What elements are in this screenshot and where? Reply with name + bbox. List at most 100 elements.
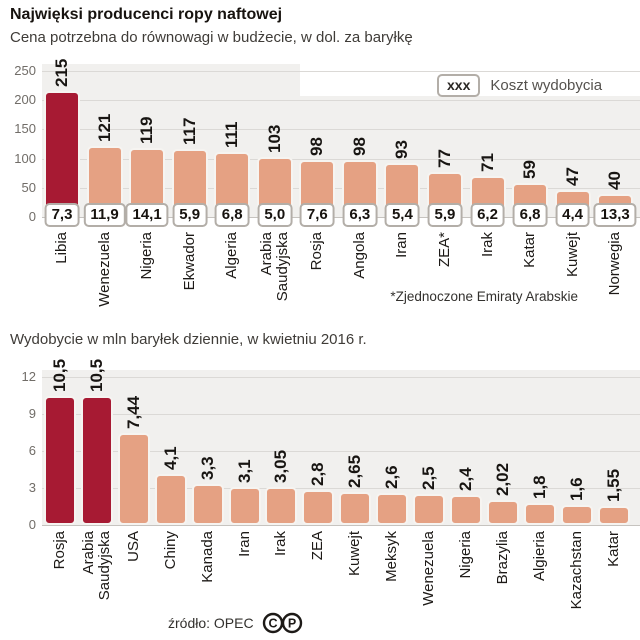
extraction-cost-box: 6,8 <box>512 203 548 227</box>
category-label-text: Norwegia <box>606 232 624 296</box>
svg-text:P: P <box>287 616 295 630</box>
page-title: Najwięksi producenci ropy naftowej <box>10 6 283 23</box>
category-label: Algeria <box>214 232 250 320</box>
bar <box>339 492 372 525</box>
bar-value-label: 40 <box>605 170 625 190</box>
category-label-text: Algeria <box>223 232 241 279</box>
y-tick-label: 6 <box>28 443 36 458</box>
source-label: źródło: OPEC <box>168 615 254 631</box>
bar-value-label: 3,1 <box>234 459 254 483</box>
extraction-cost-box: 13,3 <box>593 203 637 227</box>
category-label-text: Irak <box>272 531 290 557</box>
bar-value-label: 119 <box>137 116 157 144</box>
bar-value-label: 1,6 <box>566 477 586 502</box>
extraction-cost-box: 6,2 <box>470 203 505 227</box>
category-label: ZEA* <box>427 232 463 320</box>
y-tick-label: 0 <box>28 209 36 224</box>
bar <box>560 505 593 525</box>
legend-swatch-box: xxx <box>437 74 481 97</box>
bar <box>117 433 150 525</box>
bar-value-label: 117 <box>179 117 199 145</box>
y-tick-label: 100 <box>14 150 36 166</box>
category-label: Algieria <box>522 531 558 629</box>
category-label-text: Kazachstan <box>567 531 585 610</box>
category-label: Arabia Saudyjska <box>257 232 293 320</box>
y-tick-label: 50 <box>21 179 36 195</box>
category-label-text: Wenezuela <box>420 531 437 606</box>
bar <box>265 487 298 525</box>
copyright-icon: C P <box>262 612 302 634</box>
category-label: Kuwejt <box>337 531 373 629</box>
bar-value-label: 103 <box>264 124 284 153</box>
bar-value-label: 10,5 <box>50 358 69 392</box>
category-label: Wenezuela <box>411 531 447 629</box>
extraction-cost-box: 11,9 <box>83 203 126 227</box>
bar-value-label: 2,4 <box>455 467 475 492</box>
bar-value-label: 71 <box>477 152 497 172</box>
bar <box>44 91 80 217</box>
budget-breakeven-chart: 0 50 100 150 200 250 215 7,3 Libia 121 11,9 Wenezue… <box>14 59 640 320</box>
category-label-text: Libia <box>53 232 70 264</box>
category-label: Iran <box>384 232 420 320</box>
gridline <box>42 217 640 218</box>
category-label-text: Brazylia <box>493 531 511 585</box>
category-label: Meksyk <box>374 531 410 629</box>
bar <box>597 505 630 525</box>
bar-value-label: 59 <box>520 159 540 179</box>
bar <box>486 500 519 525</box>
y-tick-label: 12 <box>21 369 36 384</box>
category-label: USA <box>116 531 152 629</box>
category-label: Nigeria <box>129 232 165 320</box>
category-label-text: USA <box>124 531 142 562</box>
category-label: Rosja <box>299 232 335 320</box>
bar <box>228 486 261 525</box>
category-label-text: Arabia Saudyjska <box>79 531 113 601</box>
category-label: Kazachstan <box>559 531 595 629</box>
bar <box>191 484 224 525</box>
bar-value-label: 7,44 <box>123 396 143 430</box>
y-tick-label: 9 <box>28 406 36 421</box>
category-label-text: Chiny <box>161 531 179 570</box>
bar <box>376 492 409 525</box>
category-label-text: Katar <box>604 531 622 567</box>
category-label: Rosja <box>42 531 78 629</box>
bar-value-label: 3,3 <box>197 456 217 481</box>
gridline <box>42 187 640 189</box>
category-label-text: Iran <box>235 531 253 557</box>
gridline <box>42 525 640 526</box>
category-label: Irak <box>470 232 506 320</box>
category-label-text: Arabia Saudyjska <box>257 232 291 302</box>
extraction-cost-box: 5,0 <box>257 203 293 227</box>
category-label: Nigeria <box>448 531 484 629</box>
category-label-text: Wenezuela <box>95 232 113 307</box>
category-label-text: Kuwejt <box>563 232 581 278</box>
category-label-text: Katar <box>521 232 539 268</box>
bar-value-label: 111 <box>222 121 242 149</box>
category-label: ZEA <box>300 531 336 629</box>
extraction-cost-box: 7,3 <box>44 203 80 227</box>
category-label: Libia <box>44 232 80 320</box>
category-label-text: Irak <box>478 232 496 258</box>
category-label-text: ZEA <box>309 531 327 561</box>
category-label-text: Rosja <box>308 232 326 271</box>
category-label-text: Algieria <box>530 531 548 582</box>
bar <box>302 490 335 525</box>
category-label-text: Nigeria <box>456 531 474 579</box>
category-label-text: Ekwador <box>180 232 198 291</box>
bar <box>154 474 187 525</box>
source: źródło: OPEC C P <box>168 611 304 635</box>
bar-value-label: 4,1 <box>160 446 180 471</box>
legend-label: Koszt wydobycia <box>490 77 603 94</box>
extraction-cost-box: 5,4 <box>384 203 420 227</box>
legend: xxx Koszt wydobycia <box>437 74 602 97</box>
svg-text:C: C <box>268 616 277 630</box>
bar-value-label: 1,55 <box>603 468 623 502</box>
category-label: Katar <box>596 531 632 629</box>
gridline <box>42 488 640 489</box>
category-label: Kuwejt <box>555 232 591 320</box>
bar-value-label: 47 <box>562 166 582 186</box>
bar-value-label: 2,6 <box>382 465 402 489</box>
bar <box>44 395 76 525</box>
chart2-title: Wydobycie w mln baryłek dziennie, w kwie… <box>10 331 367 348</box>
category-label-text: Rosja <box>51 531 68 570</box>
